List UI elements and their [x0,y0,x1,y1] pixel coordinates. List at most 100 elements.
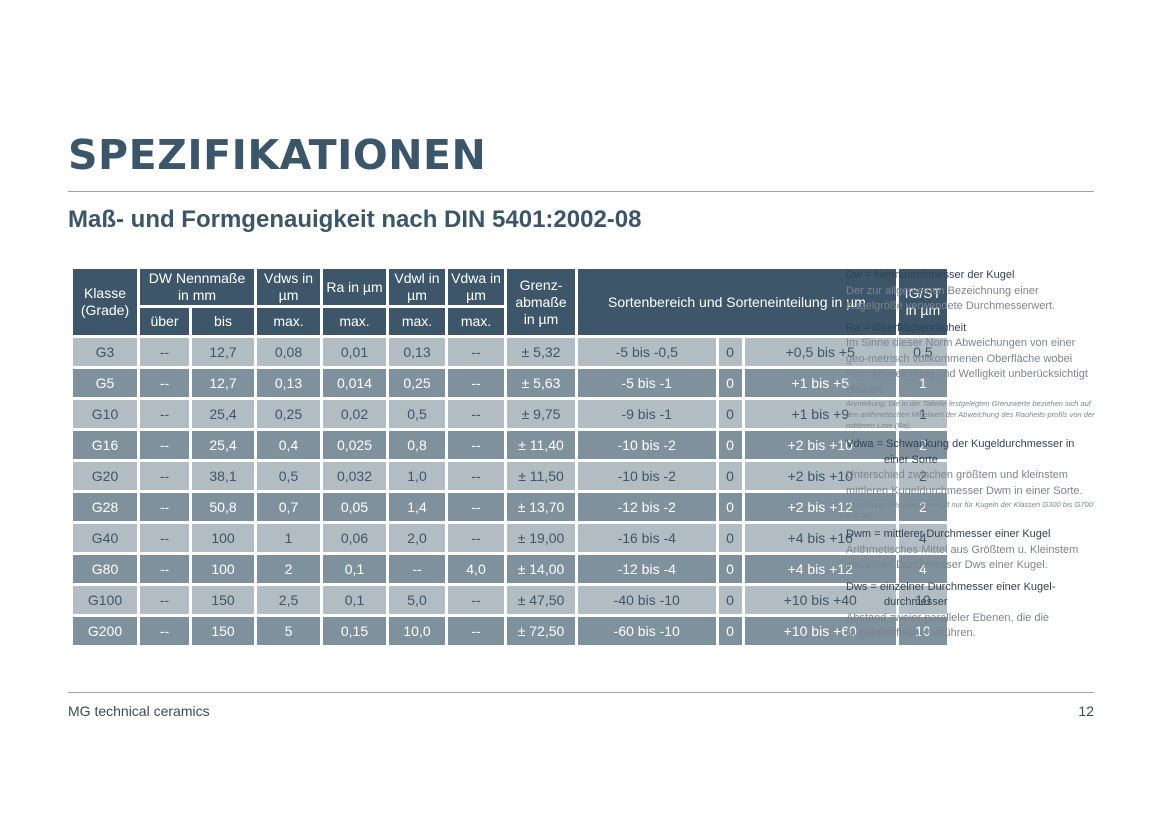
header-vdwa-max: max. [448,308,504,335]
cell-ra: 0,1 [323,586,386,614]
cell-sorten-mid: 0 [718,369,742,397]
cell-vdws: 0,7 [257,493,320,521]
header-klasse: Klasse (Grade) [73,269,137,335]
cell-igst: 10 [898,617,947,645]
cell-dw-bis: 25,4 [192,400,254,428]
table-row: G10 -- 25,4 0,25 0,02 0,5 -- ± 9,75 -9 bis -1 0 +1… [73,400,947,428]
title-divider [68,191,1094,192]
cell-vdwl: -- [389,555,445,583]
cell-sorten-min: -12 bis -4 [578,555,716,583]
cell-igst: 2 [898,431,947,459]
cell-dw-bis: 100 [192,555,254,583]
cell-sorten-min: -60 bis -10 [578,617,716,645]
header-vdws-max: max. [257,308,320,335]
cell-vdws: 0,4 [257,431,320,459]
cell-ra: 0,05 [323,493,386,521]
cell-vdwl: 0,25 [389,369,445,397]
legend-dws-term-line1: Dws = einzelner Durchmesser einer Kugel- [846,580,1056,593]
cell-sorten-max: +10 bis +60 [744,617,896,645]
header-vdwl-max: max. [389,308,445,335]
cell-ra: 0,02 [323,400,386,428]
cell-vdws: 0,13 [257,369,320,397]
cell-dw-ueber: -- [140,586,189,614]
cell-sorten-max: +1 bis +9 [744,400,896,428]
cell-klasse: G28 [73,493,137,521]
cell-grenzabmasse: ± 13,70 [507,493,575,521]
table-row: G20 -- 38,1 0,5 0,032 1,0 -- ± 11,50 -10 bis -2 0… [73,462,947,490]
cell-klasse: G5 [73,369,137,397]
legend-dws-term: Dws = einzelner Durchmesser einer Kugel-… [846,580,1096,611]
cell-dw-ueber: -- [140,462,189,490]
cell-dw-bis: 150 [192,586,254,614]
cell-igst: 2 [898,462,947,490]
legend-dws-term-line2: durchmesser [884,596,948,608]
cell-sorten-min: -10 bis -2 [578,462,716,490]
cell-sorten-max: +2 bis +10 [744,431,896,459]
cell-vdwl: 0,13 [389,338,445,366]
header-dw-ueber: über [140,308,189,335]
cell-igst: 2 [898,493,947,521]
cell-grenzabmasse: ± 11,40 [507,431,575,459]
cell-igst: 0,5 [898,338,947,366]
page-subtitle: Maß- und Formgenauigkeit nach DIN 5401:2… [68,206,642,233]
cell-sorten-max: +10 bis +40 [744,586,896,614]
cell-vdwl: 1,0 [389,462,445,490]
cell-ra: 0,06 [323,524,386,552]
legend-ra-term: Ra = Oberflächenrauheit [846,321,967,334]
cell-dw-bis: 150 [192,617,254,645]
legend-dw: Dw = Nenndurchmesser der Kugel Der zur a… [846,268,1096,315]
cell-igst: 1 [898,400,947,428]
cell-sorten-min: -16 bis -4 [578,524,716,552]
table-row: G80 -- 100 2 0,1 -- 4,0 ± 14,00 -12 bis -4 0 +4 bi… [73,555,947,583]
table-row: G200 -- 150 5 0,15 10,0 -- ± 72,50 -60 bis -10 0 +… [73,617,947,645]
legend-dw-desc: Der zur allgemeinen Bezeichnung einer Ku… [846,284,1056,313]
cell-vdwa: 4,0 [448,555,504,583]
cell-grenzabmasse: ± 9,75 [507,400,575,428]
cell-sorten-mid: 0 [718,462,742,490]
cell-sorten-mid: 0 [718,431,742,459]
header-vdwl: Vdwl in µm [389,269,445,305]
cell-sorten-max: +2 bis +10 [744,462,896,490]
legend-vdwa-desc: Unterschied zwischen größtem und kleinst… [846,469,1083,497]
cell-dw-ueber: -- [140,400,189,428]
cell-ra: 0,01 [323,338,386,366]
cell-sorten-max: +2 bis +12 [744,493,896,521]
spec-table-body: G3 -- 12,7 0,08 0,01 0,13 -- ± 5,32 -5 bis -0,5 0… [73,338,947,645]
cell-sorten-min: -5 bis -1 [578,369,716,397]
cell-vdws: 2 [257,555,320,583]
table-row: G100 -- 150 2,5 0,1 5,0 -- ± 47,50 -40 bis -10 0 +… [73,586,947,614]
cell-vdwa: -- [448,431,504,459]
cell-vdwa: -- [448,493,504,521]
table-row: G16 -- 25,4 0,4 0,025 0,8 -- ± 11,40 -10 bis -2 0… [73,431,947,459]
cell-klasse: G16 [73,431,137,459]
cell-vdws: 1 [257,524,320,552]
table-row: G3 -- 12,7 0,08 0,01 0,13 -- ± 5,32 -5 bis -0,5 0… [73,338,947,366]
cell-ra: 0,15 [323,617,386,645]
legend-vdwa-term-line2: einer Sorte [884,453,938,466]
legend-dwm-term: Dwm = mittlerer Durchmesser einer Kugel [846,528,1051,540]
cell-klasse: G40 [73,524,137,552]
header-grenzabmasse: Grenz- abmaße in µm [507,269,575,335]
table-row: G28 -- 50,8 0,7 0,05 1,4 -- ± 13,70 -12 bis -2 0 +… [73,493,947,521]
cell-dw-bis: 25,4 [192,431,254,459]
header-vdws: Vdws in µm [257,269,320,305]
cell-igst: 10 [898,586,947,614]
cell-sorten-mid: 0 [718,524,742,552]
cell-vdwa: -- [448,338,504,366]
cell-dw-ueber: -- [140,617,189,645]
cell-vdwl: 1,4 [389,493,445,521]
cell-dw-ueber: -- [140,431,189,459]
cell-sorten-mid: 0 [718,338,742,366]
legend-dw-term: Dw = Nenndurchmesser der Kugel [846,269,1015,281]
header-ra-max: max. [323,308,386,335]
cell-sorten-max: +1 bis +5 [744,369,896,397]
cell-ra: 0,025 [323,431,386,459]
footer-company: MG technical ceramics [68,703,210,719]
cell-vdwl: 0,8 [389,431,445,459]
legend-vdwa-term-line1: Vdwa = Schwankung der Kugeldurchmesser i… [846,438,1075,450]
cell-ra: 0,032 [323,462,386,490]
legend-dws-desc: Abstand zweier paralleler Ebenen, die di… [846,611,1050,640]
cell-klasse: G3 [73,338,137,366]
cell-grenzabmasse: ± 47,50 [507,586,575,614]
cell-klasse: G100 [73,586,137,614]
